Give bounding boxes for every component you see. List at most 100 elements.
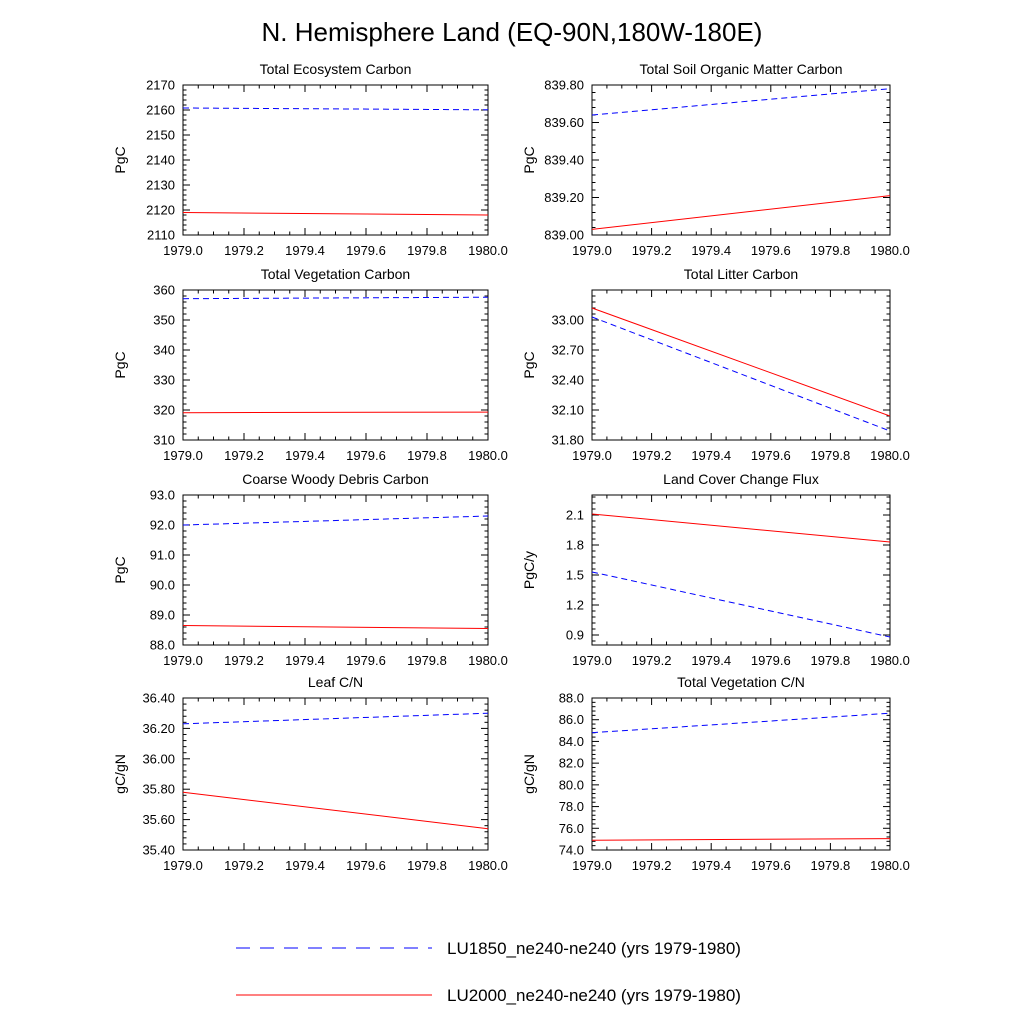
series-line-lu2000 [182,212,489,216]
x-tick-label: 1980.0 [468,858,508,873]
series-line-lu2000 [591,307,891,417]
x-tick-label: 1979.2 [224,448,264,463]
x-tick-label: 1980.0 [468,243,508,258]
panel-total-ecosystem-carbon: Total Ecosystem Carbon PgC 1979.0 1979.2 197… [112,61,508,258]
series-line-lu1850 [182,107,489,111]
y-tick-label: 2140 [146,153,175,168]
x-tick-label: 1979.4 [691,653,731,668]
x-tick-label: 1979.0 [572,448,612,463]
panel-title: Coarse Woody Debris Carbon [242,471,429,487]
y-axis-label: PgC [521,351,537,378]
series-line-lu1850 [182,296,489,300]
x-tick-label: 1979.8 [407,858,447,873]
panel-leaf-c-n: Leaf C/N gC/gN 1979.0 1979.2 1979.4 1979.6 197… [112,674,508,873]
y-tick-label: 839.60 [544,115,584,130]
panel-land-cover-change-flux: Land Cover Change Flux PgC/y 1979.0 1979.2 1… [521,471,910,668]
x-tick-label: 1979.4 [285,243,325,258]
x-tick-label: 1980.0 [870,448,910,463]
y-tick-label: 320 [153,403,175,418]
panel-title: Land Cover Change Flux [663,471,819,487]
x-tick-label: 1980.0 [870,858,910,873]
panel-coarse-woody-debris-carbon: Coarse Woody Debris Carbon PgC 1979.0 1979.… [112,471,508,668]
x-tick-label: 1980.0 [870,243,910,258]
y-tick-label: 839.40 [544,153,584,168]
y-tick-label: 2.1 [566,508,584,523]
x-tick-label: 1980.0 [468,448,508,463]
y-tick-label: 32.40 [551,373,584,388]
y-tick-label: 36.40 [142,691,175,706]
x-tick-label: 1979.8 [811,448,851,463]
panel-total-soil-organic-matter-carbon: Total Soil Organic Matter Carbon PgC 1979.… [521,61,910,258]
y-tick-label: 31.80 [551,433,584,448]
series-line-lu2000 [591,513,891,543]
x-tick-label: 1979.6 [346,448,386,463]
panel-total-vegetation-carbon: Total Vegetation Carbon PgC 1979.0 1979.2 19… [112,266,508,463]
y-axis-label: gC/gN [112,754,128,794]
panel-total-litter-carbon: Total Litter Carbon PgC 1979.0 1979.2 1979.4… [521,266,910,463]
y-axis-label: PgC [112,351,128,378]
y-axis-label: PgC [112,556,128,583]
y-tick-label: 310 [153,433,175,448]
y-tick-label: 89.0 [150,608,175,623]
panel-grid: Total Ecosystem Carbon PgC 1979.0 1979.2 197… [112,61,910,873]
y-tick-label: 839.00 [544,228,584,243]
x-tick-label: 1979.0 [163,653,203,668]
y-tick-label: 1.5 [566,568,584,583]
series-line-lu2000 [182,625,489,629]
y-axis-label: gC/gN [521,754,537,794]
y-tick-label: 84.0 [559,734,584,749]
y-tick-label: 82.0 [559,756,584,771]
y-tick-label: 35.40 [142,843,175,858]
x-tick-label: 1979.8 [407,243,447,258]
x-tick-label: 1979.6 [346,858,386,873]
panel-title: Total Litter Carbon [684,266,798,282]
legend-label-lu1850: LU1850_ne240-ne240 (yrs 1979-1980) [447,939,741,958]
x-tick-label: 1979.6 [751,243,791,258]
y-tick-label: 35.60 [142,812,175,827]
series-line-lu1850 [591,88,891,116]
x-tick-label: 1979.8 [811,653,851,668]
x-tick-label: 1979.4 [691,243,731,258]
panel-title: Total Ecosystem Carbon [260,61,412,77]
series-line-lu1850 [182,515,489,526]
x-tick-label: 1979.2 [224,858,264,873]
x-tick-label: 1979.4 [285,653,325,668]
plot-frame [591,289,891,441]
y-tick-label: 80.0 [559,777,584,792]
y-tick-label: 2110 [147,228,175,243]
legend-label-lu2000: LU2000_ne240-ne240 (yrs 1979-1980) [447,986,741,1005]
series-line-lu1850 [591,316,891,432]
plot-frame [591,494,891,646]
panel-title: Total Vegetation Carbon [261,266,410,282]
y-axis-label: PgC [521,146,537,173]
panel-title: Total Soil Organic Matter Carbon [639,61,842,77]
x-tick-label: 1979.2 [632,448,672,463]
panel-total-vegetation-c-n: Total Vegetation C/N gC/gN 1979.0 1979.2 197… [521,674,910,873]
y-tick-label: 33.00 [551,313,584,328]
x-tick-label: 1979.6 [751,653,791,668]
y-tick-label: 2170 [146,78,175,93]
x-tick-label: 1979.4 [285,858,325,873]
x-tick-label: 1979.4 [285,448,325,463]
x-tick-label: 1979.0 [572,243,612,258]
x-tick-label: 1979.2 [224,653,264,668]
y-tick-label: 36.00 [142,751,175,766]
x-tick-label: 1979.4 [691,448,731,463]
y-tick-label: 2150 [146,128,175,143]
y-tick-label: 32.70 [551,343,584,358]
y-tick-label: 36.20 [142,721,175,736]
y-tick-label: 88.0 [559,691,584,706]
x-tick-label: 1979.2 [632,653,672,668]
y-tick-label: 0.9 [566,628,584,643]
y-tick-label: 839.80 [544,78,584,93]
y-tick-label: 1.8 [566,538,584,553]
series-line-lu2000 [182,791,489,830]
panel-title: Leaf C/N [308,674,363,690]
y-tick-label: 88.0 [150,638,175,653]
y-axis-label: PgC/y [521,551,537,589]
x-tick-label: 1979.0 [163,858,203,873]
x-tick-label: 1979.0 [572,858,612,873]
y-tick-label: 350 [153,313,175,328]
y-tick-label: 90.0 [150,578,175,593]
x-tick-label: 1979.8 [811,243,851,258]
